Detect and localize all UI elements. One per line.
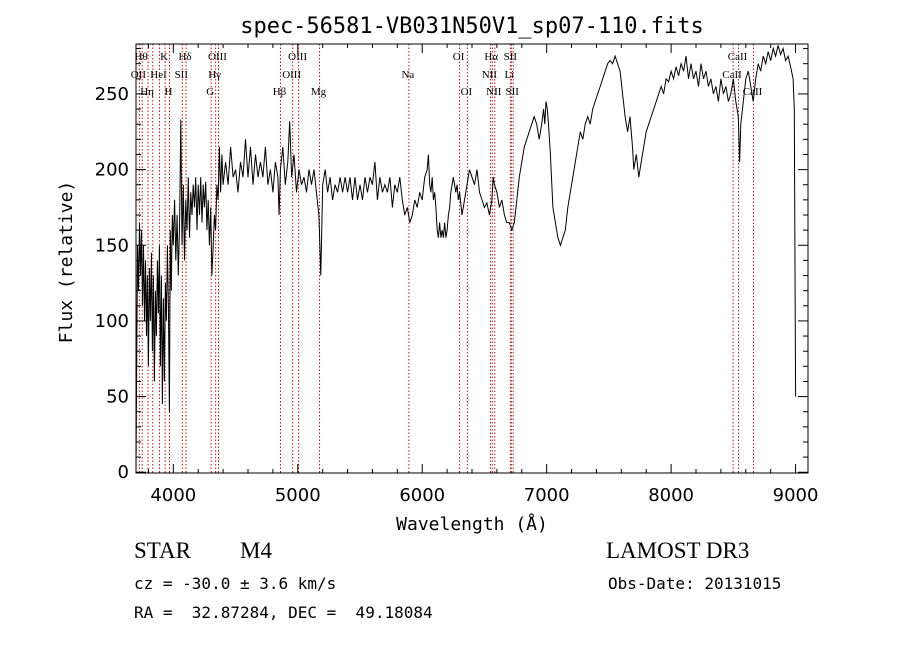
spectral-line-label: H xyxy=(164,86,172,98)
x-tick-label: 8000 xyxy=(648,485,694,506)
spectral-line-label: OI xyxy=(453,51,465,63)
plot-area: OIIHθHηHeIKHSIIHδGHγOIIIHβOIIIOIIIMgNaOI… xyxy=(95,43,819,506)
spectral-line-label: OII xyxy=(131,69,147,81)
spectral-line-label: Hδ xyxy=(178,51,191,63)
y-tick-label: 50 xyxy=(106,387,129,408)
spectral-line-label: CaII xyxy=(728,51,748,63)
object-subclass: M4 xyxy=(240,538,272,563)
plot-frame xyxy=(135,43,809,474)
spectral-line-label: CaII xyxy=(722,69,742,81)
spectral-line-label: SII xyxy=(504,51,518,63)
spectral-line-label: OI xyxy=(461,86,473,98)
spectral-line-label: NII xyxy=(482,69,498,81)
object-class: STAR xyxy=(134,538,191,563)
redshift-info: cz = -30.0 ± 3.6 km/s xyxy=(134,574,337,593)
spectrum-line xyxy=(135,45,797,473)
coordinates: RA = 32.87284, DEC = 49.18084 xyxy=(134,603,433,622)
y-tick-label: 0 xyxy=(118,462,129,483)
spectral-line-label: HeI xyxy=(150,69,167,81)
y-tick-label: 150 xyxy=(95,235,129,256)
x-tick-label: 7000 xyxy=(524,485,570,506)
x-axis-label: Wavelength (Å) xyxy=(396,513,548,535)
spectral-line-label: Hβ xyxy=(273,86,287,98)
spectral-line-label: Hγ xyxy=(208,69,221,81)
spectral-line-label: Na xyxy=(401,69,414,81)
spectral-line-label: G xyxy=(206,86,214,98)
spectral-line-label: OIII xyxy=(288,51,307,63)
spectral-line-label: OIII xyxy=(208,51,227,63)
spectral-line-label: SII xyxy=(175,69,189,81)
spectral-line-label: CaII xyxy=(743,86,763,98)
survey-label: LAMOST DR3 xyxy=(606,538,750,563)
spectral-line-label: SII xyxy=(505,86,519,98)
spectral-line-label: Hα xyxy=(484,51,498,63)
chart-title: spec-56581-VB031N50V1_sp07-110.fits xyxy=(240,14,704,39)
y-tick-label: 100 xyxy=(95,311,129,332)
x-tick-label: 4000 xyxy=(150,485,196,506)
y-axis-label: Flux (relative) xyxy=(56,181,77,344)
x-tick-label: 5000 xyxy=(275,485,321,506)
spectral-line-label: OIII xyxy=(282,69,301,81)
x-tick-label: 6000 xyxy=(399,485,445,506)
spectral-line-label: Mg xyxy=(311,86,327,98)
spectral-line-label: Hθ xyxy=(135,51,148,63)
x-tick-label: 9000 xyxy=(773,485,819,506)
y-tick-label: 200 xyxy=(95,160,129,181)
obs-date: Obs-Date: 20131015 xyxy=(608,574,782,593)
spectral-line-label: Hη xyxy=(140,86,154,98)
spectral-line-label: Li xyxy=(504,69,514,81)
y-tick-label: 250 xyxy=(95,84,129,105)
spectral-line-label: K xyxy=(160,51,168,63)
spectral-line-label: NII xyxy=(486,86,502,98)
